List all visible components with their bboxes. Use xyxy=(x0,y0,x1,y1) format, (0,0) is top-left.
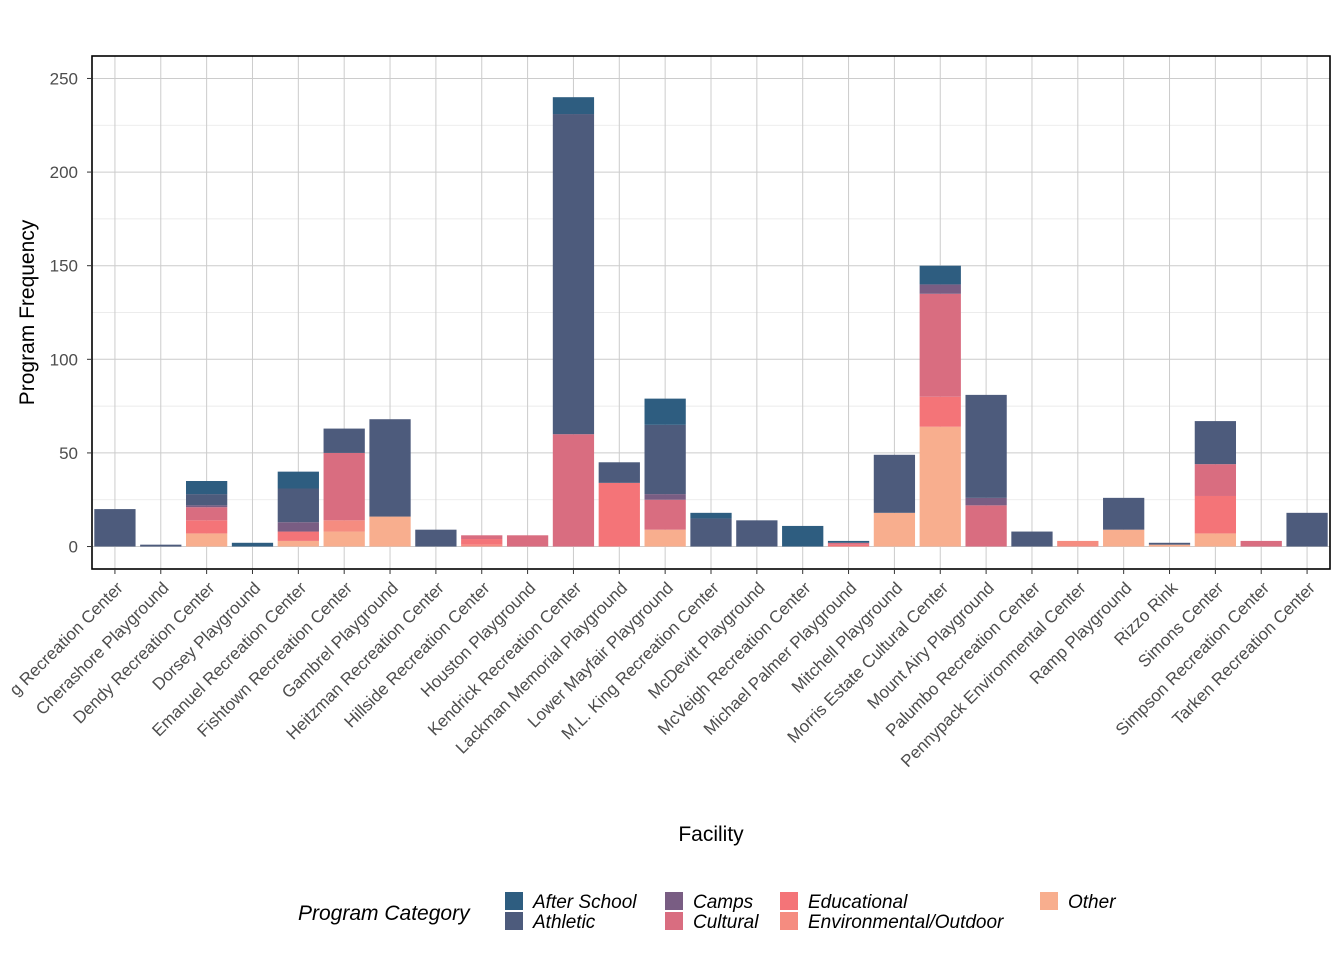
bar-segment xyxy=(644,494,686,500)
bar-segment xyxy=(644,499,686,530)
bar-segment xyxy=(277,540,319,547)
bar-segment xyxy=(644,529,686,547)
y-tick-label: 200 xyxy=(50,163,78,182)
bar-segment xyxy=(1240,540,1282,547)
bar-segment xyxy=(185,533,228,547)
bar-segment xyxy=(919,284,961,294)
bar-segment xyxy=(965,394,1007,498)
legend-label: Athletic xyxy=(532,912,596,933)
y-axis-title: Program Frequency xyxy=(16,219,39,405)
legend-label: Camps xyxy=(693,892,754,913)
bar-segment xyxy=(827,544,870,547)
bar-segment xyxy=(1148,544,1191,547)
bar-segment xyxy=(415,529,457,547)
bar-segment xyxy=(461,535,503,540)
bar-segment xyxy=(369,419,411,517)
bar-segment xyxy=(185,520,228,534)
bar-segment xyxy=(323,520,365,532)
bar-segment xyxy=(736,520,778,547)
bar-segment xyxy=(1103,529,1145,547)
bar-segment xyxy=(1148,542,1191,545)
bar-segment xyxy=(919,265,961,285)
bar-segment xyxy=(919,426,961,547)
legend-label: Environmental/Outdoor xyxy=(808,912,1004,933)
legend-swatch xyxy=(1040,892,1058,910)
bar-segment xyxy=(690,518,732,547)
bar-segment xyxy=(1194,495,1237,534)
bar-segment xyxy=(598,482,640,547)
bar-segment xyxy=(644,398,686,425)
y-tick-label: 50 xyxy=(59,444,78,463)
legend-label: After School xyxy=(532,892,637,913)
bar-segment xyxy=(185,507,228,521)
bar-segment xyxy=(185,505,228,508)
x-axis-title: Facility xyxy=(678,823,744,846)
bar-segment xyxy=(323,452,365,521)
bar-segment xyxy=(461,539,503,545)
bar-segment xyxy=(1194,464,1237,496)
bar-segment xyxy=(827,542,870,545)
bar-segment xyxy=(965,505,1007,547)
bars xyxy=(94,97,1328,547)
y-tick-label: 150 xyxy=(50,257,78,276)
bar-segment xyxy=(782,525,824,547)
bar-segment xyxy=(919,396,961,427)
bar-segment xyxy=(231,542,274,547)
bar-segment xyxy=(277,471,319,489)
legend-title: Program Category xyxy=(298,902,471,925)
bar-segment xyxy=(598,462,640,483)
bar-segment xyxy=(1103,497,1145,530)
bar-segment xyxy=(873,512,916,547)
legend-swatch xyxy=(505,912,523,930)
bar-segment xyxy=(506,535,549,547)
bar-segment xyxy=(277,531,319,541)
bar-segment xyxy=(644,424,686,495)
legend-label: Cultural xyxy=(693,912,759,933)
y-tick-label: 100 xyxy=(50,350,78,369)
legend-label: Educational xyxy=(808,892,908,913)
bar-segment xyxy=(369,516,411,547)
bar-segment xyxy=(140,544,182,547)
bar-segment xyxy=(277,522,319,532)
y-tick-label: 250 xyxy=(50,69,78,88)
legend-swatch xyxy=(665,912,683,930)
bar-segment xyxy=(1011,531,1053,547)
bar-segment xyxy=(1194,421,1237,465)
bar-segment xyxy=(185,494,228,506)
bar-segment xyxy=(552,434,595,547)
bar-segment xyxy=(965,497,1007,506)
bar-segment xyxy=(277,488,319,523)
bar-segment xyxy=(873,454,916,513)
legend-swatch xyxy=(505,892,523,910)
legend-swatch xyxy=(665,892,683,910)
bar-segment xyxy=(323,531,365,547)
bar-segment xyxy=(690,512,732,519)
bar-segment xyxy=(552,114,595,435)
bar-segment xyxy=(1286,512,1328,547)
bar-segment xyxy=(1194,533,1237,547)
bar-segment xyxy=(323,428,365,453)
y-axis-ticks: 0 50 100 150 200 250 xyxy=(50,69,92,557)
bar-segment xyxy=(185,481,228,495)
bar-segment xyxy=(461,544,503,547)
legend-swatch xyxy=(780,892,798,910)
bar-segment xyxy=(552,97,595,115)
bar-segment xyxy=(827,540,870,543)
bar-segment xyxy=(1057,540,1099,547)
bar-segment xyxy=(94,509,136,547)
legend-label: Other xyxy=(1068,892,1116,913)
y-tick-label: 0 xyxy=(69,538,78,557)
bar-segment xyxy=(919,293,961,397)
legend-swatch xyxy=(780,912,798,930)
